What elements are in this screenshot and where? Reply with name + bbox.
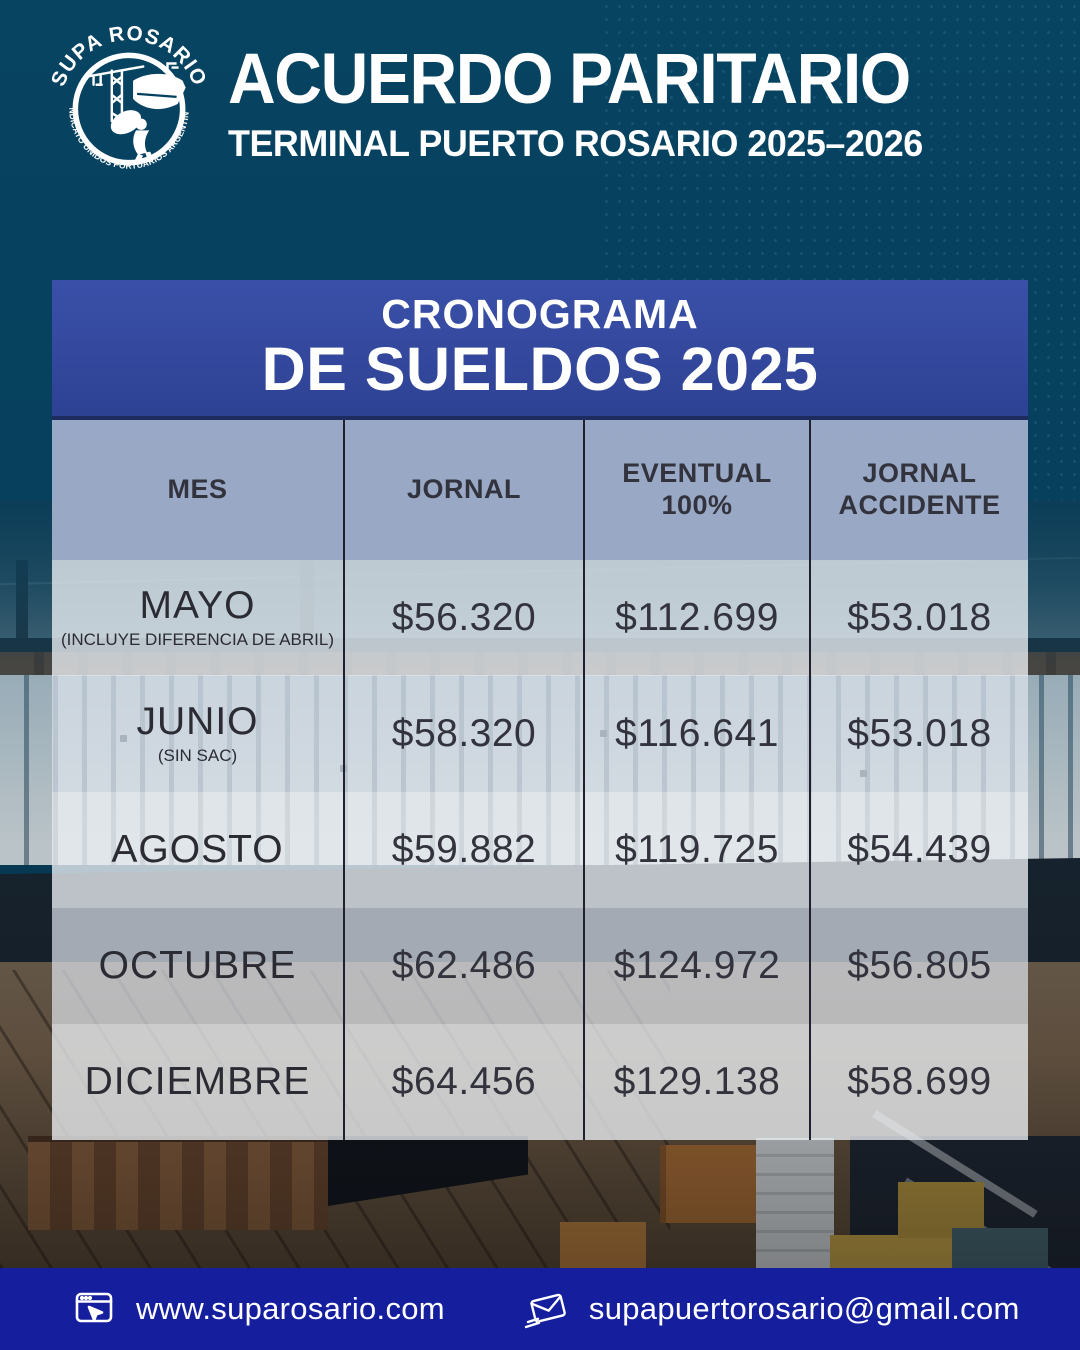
month-cell: DICIEMBRE xyxy=(84,1059,311,1103)
poster-title: ACUERDO PARITARIO xyxy=(228,40,911,119)
accidente-value: $58.699 xyxy=(809,1024,1028,1140)
accidente-value: $53.018 xyxy=(809,560,1028,676)
month-cell: MAYO (INCLUYE DIFERENCIA DE ABRIL) xyxy=(60,583,334,650)
table-row: DICIEMBRE $64.456 $129.138 $58.699 xyxy=(52,1024,1028,1140)
crane-icon xyxy=(85,65,145,123)
shadow-wedge-graphic xyxy=(328,1136,528,1206)
eventual-value: $112.699 xyxy=(583,560,809,676)
month-note: (INCLUYE DIFERENCIA DE ABRIL) xyxy=(60,630,334,650)
footer-bar: www.suparosario.com supapuertorosario@gm… xyxy=(0,1268,1080,1350)
eventual-value: $119.725 xyxy=(583,792,809,908)
accidente-value: $54.439 xyxy=(809,792,1028,908)
email-link: supapuertorosario@gmail.com xyxy=(523,1286,1020,1332)
table-row: AGOSTO $59.882 $119.725 $54.439 xyxy=(52,792,1028,908)
header: SUPA ROSARIO SINDICATO UNIDOS PORTUARIOS… xyxy=(0,0,1080,260)
yellow-container-graphic xyxy=(898,1182,984,1238)
month-cell: OCTUBRE xyxy=(98,943,297,987)
column-header-jornal: JORNAL xyxy=(343,420,583,560)
banner-line2: DE SUELDOS 2025 xyxy=(261,334,819,403)
table-row: JUNIO (SIN SAC) $58.320 $116.641 $53.018 xyxy=(52,676,1028,792)
eventual-value: $116.641 xyxy=(583,676,809,792)
poster-subtitle: TERMINAL PUERTO ROSARIO 2025–2026 xyxy=(228,123,923,164)
rust-container-graphic xyxy=(28,1136,328,1230)
yellow-container-graphic xyxy=(830,1235,956,1268)
teal-container-graphic xyxy=(952,1228,1048,1268)
eventual-value: $129.138 xyxy=(583,1024,809,1140)
jornal-value: $56.320 xyxy=(343,560,583,676)
eventual-value: $124.972 xyxy=(583,908,809,1024)
column-header-mes: MES xyxy=(167,474,228,505)
banner-line1: CRONOGRAMA xyxy=(381,290,699,337)
orange-container-graphic xyxy=(660,1145,762,1223)
white-container-graphic xyxy=(756,1138,834,1268)
table-row: MAYO (INCLUYE DIFERENCIA DE ABRIL) $56.3… xyxy=(52,560,1028,676)
jornal-value: $58.320 xyxy=(343,676,583,792)
ship-icon xyxy=(133,62,186,110)
jornal-value: $64.456 xyxy=(343,1024,583,1140)
schedule-banner: CRONOGRAMA DE SUELDOS 2025 xyxy=(52,280,1028,421)
supa-rosario-logo: SUPA ROSARIO SINDICATO UNIDOS PORTUARIOS… xyxy=(48,24,210,171)
column-header-jornal-accidente: JORNAL ACCIDENTE xyxy=(809,420,1028,560)
email-address: supapuertorosario@gmail.com xyxy=(588,1291,1020,1326)
salary-schedule-panel: CRONOGRAMA DE SUELDOS 2025 MES JORNAL EV… xyxy=(52,280,1028,1140)
jornal-value: $62.486 xyxy=(343,908,583,1024)
accidente-value: $53.018 xyxy=(809,676,1028,792)
website-link: www.suparosario.com xyxy=(72,1286,445,1332)
column-header-eventual: EVENTUAL 100% xyxy=(583,420,809,560)
send-email-icon xyxy=(524,1293,566,1329)
orange-container-graphic xyxy=(560,1222,646,1268)
website-browser-icon xyxy=(75,1292,113,1323)
dark-yard-graphic xyxy=(850,1136,1080,1268)
bridge-tower-graphic xyxy=(16,560,28,640)
month-cell: AGOSTO xyxy=(111,827,284,871)
table-row: OCTUBRE $62.486 $124.972 $56.805 xyxy=(52,908,1028,1024)
jornal-value: $59.882 xyxy=(343,792,583,908)
dock-worker-icon xyxy=(110,110,154,163)
table-header-row: MES JORNAL EVENTUAL 100% JORNAL ACCIDENT… xyxy=(52,420,1028,560)
accidente-value: $56.805 xyxy=(809,908,1028,1024)
table-body: MAYO (INCLUYE DIFERENCIA DE ABRIL) $56.3… xyxy=(52,560,1028,1140)
month-note: (SIN SAC) xyxy=(157,746,238,766)
month-cell: JUNIO (SIN SAC) xyxy=(136,699,259,766)
website-url: www.suparosario.com xyxy=(136,1291,445,1326)
